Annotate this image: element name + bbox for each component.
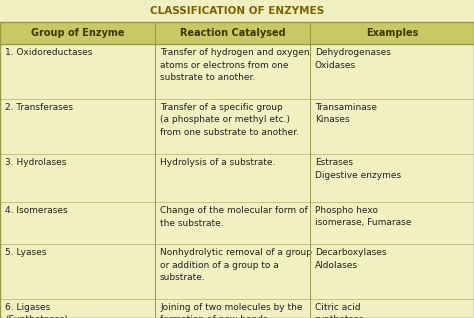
Text: Transfer of a specific group
(a phosphate or methyl etc.)
from one substrate to : Transfer of a specific group (a phosphat… [160,103,299,137]
Text: Change of the molecular form of
the substrate.: Change of the molecular form of the subs… [160,206,308,227]
Bar [0,22,474,44]
Text: 1. Oxidoreductases: 1. Oxidoreductases [5,48,92,57]
Text: Examples: Examples [366,28,418,38]
Text: 5. Lyases: 5. Lyases [5,248,46,257]
Text: Transaminase
Kinases: Transaminase Kinases [315,103,377,125]
Text: 3. Hydrolases: 3. Hydrolases [5,158,66,167]
Text: 2. Transferases: 2. Transferases [5,103,73,112]
Text: Phospho hexo
isomerase, Fumarase: Phospho hexo isomerase, Fumarase [315,206,411,227]
Text: Group of Enzyme: Group of Enzyme [31,28,124,38]
Text: Estrases
Digestive enzymes: Estrases Digestive enzymes [315,158,401,179]
Text: Reaction Catalysed: Reaction Catalysed [180,28,285,38]
Text: Joining of two molecules by the
formation of new bonds.: Joining of two molecules by the formatio… [160,303,302,318]
Text: 6. Ligases
(Synthetases): 6. Ligases (Synthetases) [5,303,68,318]
Text: 4. Isomerases: 4. Isomerases [5,206,68,215]
Text: Dehydrogenases
Oxidases: Dehydrogenases Oxidases [315,48,391,70]
Text: Citric acid
synthetase: Citric acid synthetase [315,303,365,318]
Text: Hydrolysis of a substrate.: Hydrolysis of a substrate. [160,158,275,167]
Text: Decarboxylases
Aldolases: Decarboxylases Aldolases [315,248,386,269]
Text: CLASSIFICATION OF ENZYMES: CLASSIFICATION OF ENZYMES [150,6,324,16]
Text: Transfer of hydrogen and oxygen
atoms or electrons from one
substrate to another: Transfer of hydrogen and oxygen atoms or… [160,48,310,82]
Text: Nonhydrolytic removal of a group
or addition of a group to a
substrate.: Nonhydrolytic removal of a group or addi… [160,248,312,282]
